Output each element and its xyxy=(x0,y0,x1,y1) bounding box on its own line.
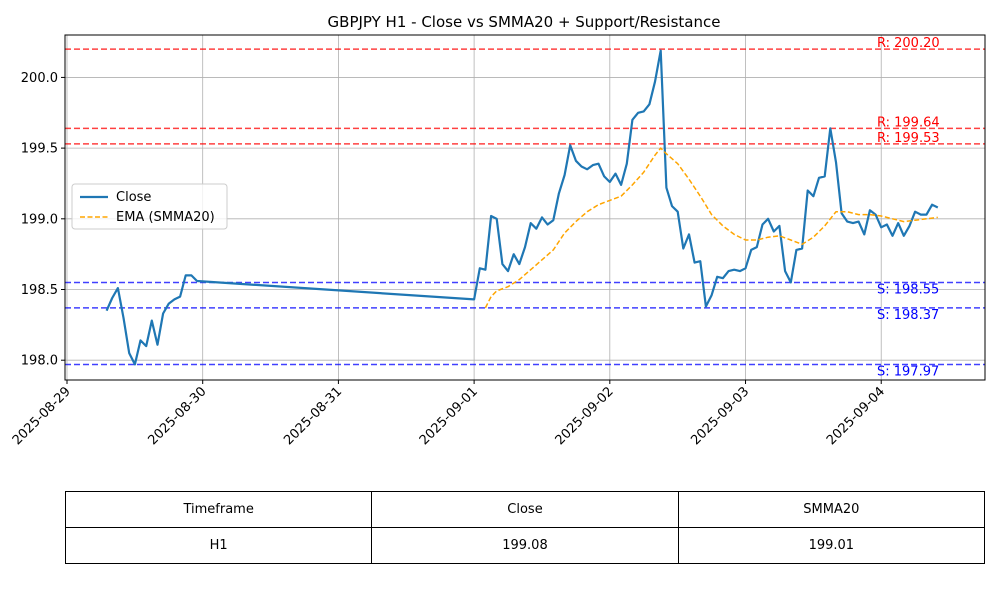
x-tick-label: 2025-09-04 xyxy=(824,384,888,448)
close-line xyxy=(105,49,939,366)
y-tick-label: 200.0 xyxy=(21,71,58,86)
x-tick-label: 2025-08-30 xyxy=(145,384,209,448)
x-tick-label: 2025-08-29 xyxy=(10,384,74,448)
header-smma20: SMMA20 xyxy=(677,491,986,528)
cell-close: 199.08 xyxy=(371,527,679,564)
header-close: Close xyxy=(371,491,679,528)
support-level-label: S: 197.97 xyxy=(877,364,939,379)
support-level-label: S: 198.55 xyxy=(877,282,939,297)
cell-timeframe: H1 xyxy=(64,527,373,564)
cell-smma20: 199.01 xyxy=(677,527,986,564)
header-timeframe: Timeframe xyxy=(64,491,373,528)
plot-frame xyxy=(64,34,986,381)
legend-close-label: Close xyxy=(116,190,151,205)
chart-title: GBPJPY H1 - Close vs SMMA20 + Support/Re… xyxy=(328,13,721,31)
summary-header-row: Timeframe Close SMMA20 xyxy=(64,491,986,528)
resistance-level-label: R: 199.53 xyxy=(877,131,940,146)
y-tick-label: 199.5 xyxy=(21,142,58,157)
y-tick-label: 198.0 xyxy=(21,354,58,369)
resistance-level-label: R: 200.20 xyxy=(877,36,940,51)
smma20-line xyxy=(484,147,938,309)
support-level-label: S: 198.37 xyxy=(877,308,939,323)
resistance-level-label: R: 199.64 xyxy=(877,115,940,130)
chart: GBPJPY H1 - Close vs SMMA20 + Support/Re… xyxy=(10,13,986,448)
y-tick-label: 198.5 xyxy=(21,283,58,298)
x-tick-label: 2025-09-03 xyxy=(688,384,752,448)
x-tick-label: 2025-09-02 xyxy=(553,384,617,448)
summary-data-row: H1 199.08 199.01 xyxy=(64,527,986,564)
legend: Close EMA (SMMA20) xyxy=(71,183,228,230)
x-tick-label: 2025-09-01 xyxy=(417,384,481,448)
y-tick-label: 199.0 xyxy=(21,212,58,227)
legend-smma-label: EMA (SMMA20) xyxy=(116,210,215,225)
summary-table: Timeframe Close SMMA20 H1 199.08 199.01 xyxy=(64,491,986,564)
x-tick-label: 2025-08-31 xyxy=(281,384,345,448)
legend-box xyxy=(71,183,228,230)
